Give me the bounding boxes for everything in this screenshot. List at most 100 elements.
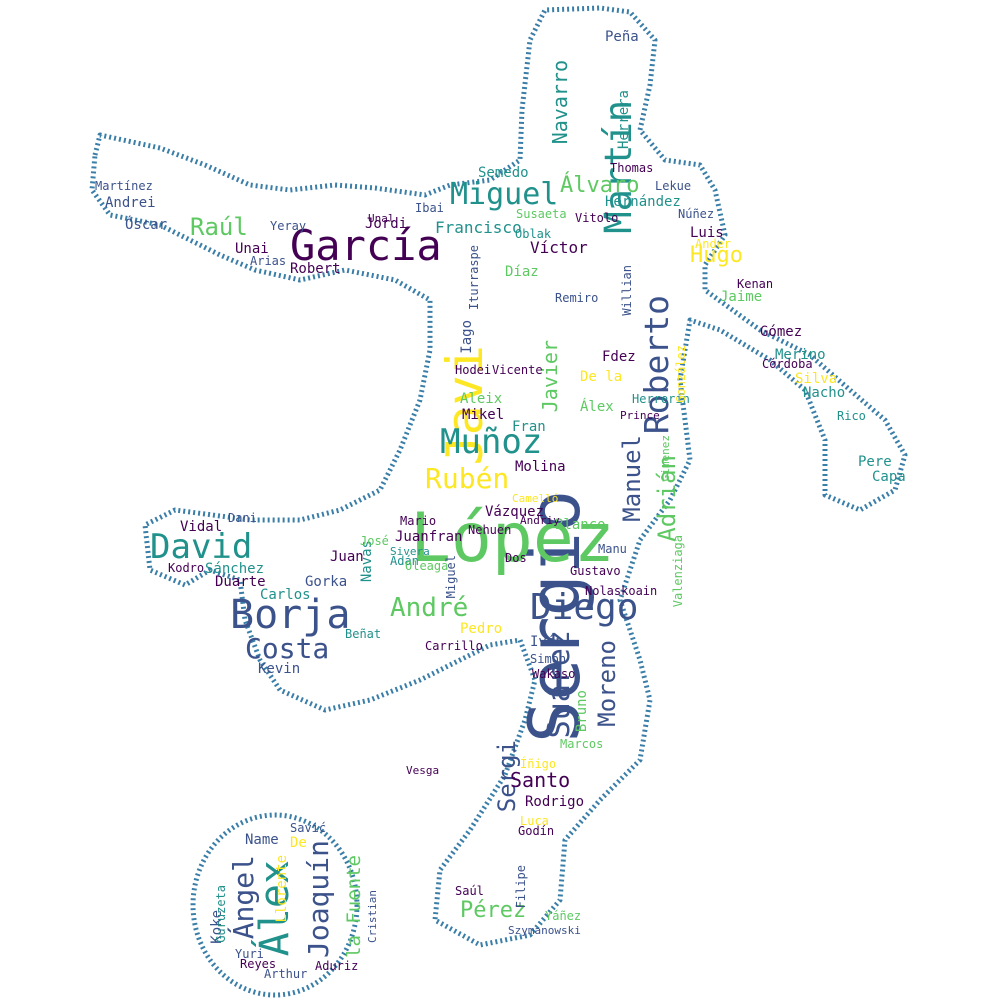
word: Jordi [365, 216, 408, 232]
word: Mikel [462, 407, 505, 423]
word: Kevin [258, 661, 301, 677]
word: Capa [872, 469, 906, 485]
word: Santo [510, 768, 571, 792]
word: Luis [690, 225, 724, 241]
word: Juanfran [395, 529, 463, 545]
word: Nacho [803, 385, 846, 401]
word: Fdez [602, 349, 636, 365]
word: Pedro [460, 621, 503, 637]
word: Robert [290, 261, 341, 277]
word: Vicente [492, 363, 543, 377]
word: Iago [459, 320, 475, 354]
word: Valenziaga [671, 535, 685, 608]
word: Szymanowski [508, 924, 581, 937]
word: Fran [512, 419, 546, 435]
word: Rodrigo [525, 794, 585, 810]
word: López [410, 499, 615, 578]
word: Jaime [720, 289, 763, 305]
word: Óscar [125, 217, 168, 233]
word: Hugo [690, 243, 743, 268]
word: Susaeta [516, 207, 567, 221]
word: José [360, 534, 389, 548]
word: Oblak [515, 227, 552, 241]
word: Ander [695, 237, 732, 251]
word: Godín [518, 824, 555, 838]
word: Juan [330, 549, 364, 565]
word: Hernández [605, 194, 681, 210]
word: Andrei [105, 195, 156, 211]
word: Wakaso [532, 667, 576, 681]
word: Yeray [270, 219, 307, 233]
word: Camelló [512, 492, 559, 505]
word: Javier [538, 340, 562, 413]
word: Molina [515, 459, 566, 475]
word: Ángel [227, 855, 260, 940]
word: Kodro [168, 561, 205, 575]
word: Cristian [366, 890, 379, 943]
word: Herrerín [632, 392, 690, 406]
word: Gimenez [659, 435, 672, 482]
word: Víctor [530, 238, 588, 257]
word: Aleix [460, 391, 503, 407]
word: Arthur [264, 967, 308, 981]
word: Gorka [305, 574, 348, 590]
word: Córdoba [762, 357, 813, 371]
word: Willian [620, 265, 634, 316]
word: Bruno [574, 690, 590, 733]
word: Saúl [455, 884, 484, 898]
word: Miguel [444, 555, 458, 599]
word: Peña [605, 29, 639, 45]
word: Gómez [760, 324, 803, 340]
word: Núñez [678, 207, 715, 221]
word: Vitolo [575, 211, 619, 225]
word: Álex [580, 399, 614, 415]
word: Prince [620, 409, 660, 422]
word: Vidal [180, 519, 223, 535]
word: Gustavo [570, 564, 621, 578]
word: Andriy [520, 514, 560, 527]
word: Díaz [505, 264, 539, 280]
word: Remiro [555, 291, 599, 305]
word: Duarte [215, 574, 266, 590]
word: Semedo [478, 165, 529, 181]
word: Ibai [415, 201, 444, 215]
word: Hodei [455, 363, 492, 377]
word: Unal [368, 212, 395, 225]
word: Filipe [514, 865, 528, 909]
word: Francisco [435, 218, 522, 237]
word: Dani [228, 511, 257, 525]
word: Íñigo [520, 757, 557, 771]
word: David [150, 527, 253, 567]
word: André [390, 593, 469, 623]
word: Miguel [450, 177, 559, 212]
word: Herrera [616, 90, 632, 150]
word: Reyes [240, 957, 277, 971]
word: Sánchez [205, 561, 265, 577]
word: Merino [775, 347, 826, 363]
word: Manuel [618, 435, 646, 522]
word: Simón [530, 652, 567, 666]
word: Joaquín [302, 840, 335, 959]
word: Kenan [737, 277, 774, 291]
word: Aduriz [315, 959, 359, 973]
word: Rico [837, 409, 866, 423]
word: Borja [230, 592, 351, 638]
word: Beñat [345, 627, 382, 641]
word: García [290, 221, 442, 270]
word: Yáñez [545, 909, 582, 923]
word: Mario [400, 514, 437, 528]
word: la Fuente [343, 855, 365, 958]
word: Unai [235, 241, 269, 257]
word: Raúl [190, 213, 248, 241]
word: Costa [245, 632, 330, 665]
word: Guruzeta [214, 885, 228, 943]
word: De [290, 835, 307, 851]
word: Sivera [390, 545, 430, 558]
word: Silva [795, 371, 838, 387]
word: Nehuen [468, 523, 512, 537]
word: Muñoz [440, 422, 543, 462]
word: Álvaro [560, 173, 640, 198]
word: Llorente [274, 855, 290, 923]
